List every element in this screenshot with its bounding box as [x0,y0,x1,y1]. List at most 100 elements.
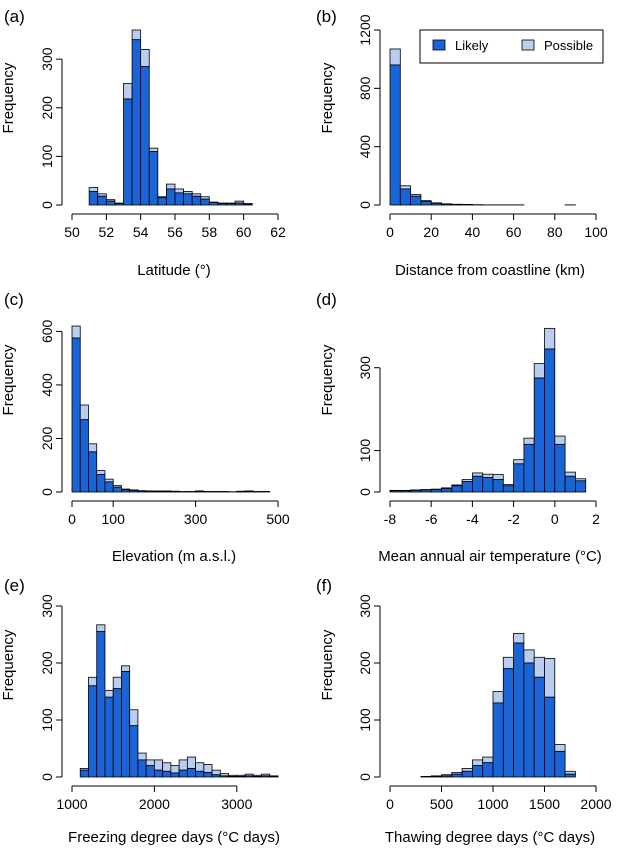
bar-likely [114,203,124,206]
bar-possible [174,188,184,194]
bar-likely [228,776,238,778]
bar-likely [112,688,122,778]
bar-possible [502,656,514,670]
bar-possible [195,762,205,772]
bar-likely [430,489,442,493]
bar-likely [482,762,494,778]
panel-label: (b) [316,7,337,26]
bar-possible [513,459,525,465]
bar-likely [186,768,197,778]
y-tick-label: 400 [39,373,55,397]
bar-likely [244,775,254,778]
bar-likely [430,202,442,206]
bar-likely [112,486,122,493]
y-tick-label: 1200 [357,14,373,45]
bar-likely [441,775,453,778]
bar-possible [564,770,576,775]
panel-label: (f) [316,576,332,595]
bar-likely [97,195,107,206]
bar-likely [226,203,236,206]
bar-possible [145,759,155,767]
bar-likely [420,200,432,206]
panel-b: (b) Frequency Distance from coastline (k… [316,7,608,279]
bar-likely [471,765,484,778]
x-tick-label: 60 [506,224,522,240]
bar-likely [208,202,219,206]
bar-likely [153,490,164,493]
bar-likely [399,490,411,493]
bar-likely [243,203,253,206]
x-tick-label: 500 [266,511,290,527]
bar-likely [121,489,131,493]
bar-likely [269,776,279,778]
bar-likely [131,39,142,206]
bar-likely [261,775,271,778]
bar-likely [430,776,442,778]
bar-likely [544,696,556,778]
bar-likely [261,491,271,493]
x-tick-label: 1500 [529,796,560,812]
x-axis-label: Latitude (°) [137,262,211,279]
panel-d: (d) Frequency Mean annual air temperatur… [316,290,602,565]
x-tick-label: 40 [465,224,481,240]
bar-likely [145,765,155,778]
bar-likely [219,491,229,493]
bar-likely [123,98,133,206]
bar-possible [471,759,484,767]
y-axis-label: Frequency [319,62,336,133]
y-tick-label: 200 [357,651,373,675]
bar-likely [174,192,184,206]
panel-f: (f) Frequency Thawing degree days (°C da… [316,576,612,846]
bar-possible [129,709,139,727]
bar-likely [502,485,514,493]
panel-c: (c) Frequency Elevation (m a.s.l.) 0 100 3… [0,290,290,565]
bar-likely [389,490,401,493]
y-tick-label: 100 [357,708,373,732]
x-axis-label: Elevation (m a.s.l.) [112,548,236,565]
bar-likely [471,475,484,493]
bar-possible [112,676,122,690]
panel-label: (c) [4,290,24,309]
bar-possible [523,437,535,445]
bar-possible [471,472,484,477]
bar-likely [104,696,114,778]
y-tick-label: 300 [357,356,373,380]
bar-possible [513,632,525,644]
y-axis-label: Frequency [0,344,17,415]
y-tick-label: 0 [357,488,373,496]
bar-likely [203,491,213,493]
bar-likely [441,488,453,493]
bar-likely [544,348,556,493]
bar-likely [575,480,587,493]
bar-possible [564,471,576,477]
bar-likely [389,64,401,206]
bar-possible [162,762,172,772]
bar-possible [79,404,89,421]
bar-likely [236,776,246,778]
bar-possible [461,768,473,772]
panel-a: (a) Frequency Latitude (°) 50 52 54 56 58 60 6… [0,7,286,279]
x-tick-label: 0 [68,511,76,527]
y-tick-label: 100 [357,439,373,463]
bar-likely [178,769,188,778]
y-tick-label: 0 [357,773,373,781]
bar-likely [410,195,422,206]
bar-likely [148,151,159,206]
x-tick-label: 2000 [580,796,611,812]
bar-possible [123,83,133,100]
bar-likely [461,481,473,493]
legend-label-likely: Likely [455,38,489,53]
bar-possible [544,658,556,698]
bar-possible [533,656,545,678]
bar-possible [554,744,566,752]
bar-likely [399,188,411,206]
bar-possible [492,691,504,704]
bar-likely [129,725,139,778]
bar-likely [502,668,514,778]
x-tick-label: 1000 [56,796,87,812]
legend: Likely Possible [419,29,604,64]
bar-likely [554,443,566,493]
y-tick-label: 300 [39,594,55,618]
bar-likely [79,769,89,778]
bar-likely [121,671,131,778]
